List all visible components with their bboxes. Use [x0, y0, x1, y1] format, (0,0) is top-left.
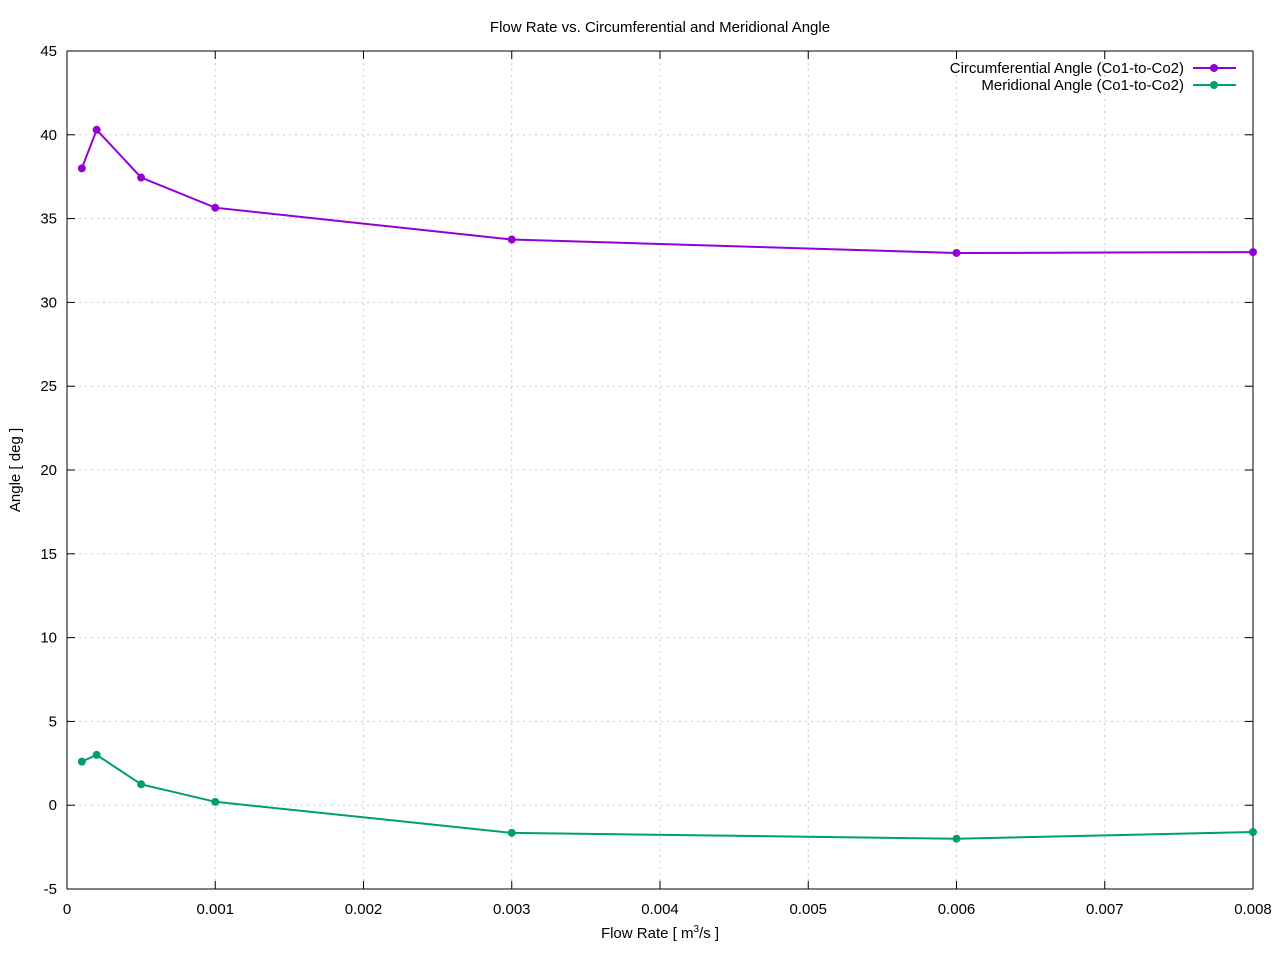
x-tick-label: 0 [63, 901, 71, 918]
series-line-0 [80, 127, 1254, 255]
x-tick-label: 0.005 [789, 901, 827, 918]
x-tick-label: 0.008 [1234, 901, 1272, 918]
y-tick-label: 0 [49, 797, 57, 814]
x-tick-label: 0.006 [938, 901, 976, 918]
y-tick-label: 40 [40, 127, 57, 144]
x-axis-label-suffix: /s ] [699, 925, 719, 942]
legend-label-1: Meridional Angle (Co1-to-Co2) [981, 77, 1184, 94]
y-tick-label: 25 [40, 378, 57, 395]
series-layer [77, 125, 1257, 843]
series-0-point [507, 235, 516, 244]
axis-ticks: 0 0.001 0.002 0.003 0.004 0.005 0.006 0.007 0.00… [40, 43, 1271, 918]
x-tick-label: 0.004 [641, 901, 679, 918]
x-axis-label-prefix: Flow Rate [ m [601, 925, 694, 942]
series-0-point [92, 125, 101, 134]
series-1-point [507, 828, 516, 837]
series-1-point [137, 780, 146, 789]
series-line-1 [81, 753, 1254, 840]
x-tick-label: 0.007 [1086, 901, 1124, 918]
series-1-point [211, 797, 220, 806]
series-0-point [137, 173, 146, 182]
series-0-point [952, 248, 961, 257]
y-tick-label: 5 [49, 713, 57, 730]
series-0-point [1249, 248, 1257, 257]
legend-swatch-point-1 [1210, 81, 1218, 89]
chart-title: Flow Rate vs. Circumferential and Meridi… [490, 19, 830, 36]
legend-swatch-point-0 [1210, 64, 1218, 72]
series-1-point [92, 750, 101, 759]
x-axis-label-superscript: 3 [693, 924, 699, 935]
x-tick-label: 0.001 [196, 901, 234, 918]
series-1-point [77, 757, 86, 766]
grid-lines [67, 51, 1253, 889]
series-1-point [1249, 828, 1257, 837]
series-0-point [211, 203, 220, 212]
series-1-point [952, 834, 961, 843]
y-tick-label: 30 [40, 294, 57, 311]
legend-label-0: Circumferential Angle (Co1-to-Co2) [950, 60, 1184, 77]
x-tick-label: 0.002 [345, 901, 383, 918]
y-tick-label: -5 [44, 881, 57, 898]
legend: Circumferential Angle (Co1-to-Co2)Meridi… [950, 60, 1236, 94]
series-0-point [77, 164, 86, 173]
y-tick-label: 45 [40, 43, 57, 60]
y-tick-label: 10 [40, 630, 57, 647]
y-tick-label: 35 [40, 211, 57, 228]
x-axis-label: Flow Rate [ m3/s ] [601, 924, 719, 942]
y-axis-label: Angle [ deg ] [7, 428, 24, 512]
y-tick-label: 20 [40, 462, 57, 479]
x-tick-label: 0.003 [493, 901, 531, 918]
y-tick-label: 15 [40, 546, 57, 563]
